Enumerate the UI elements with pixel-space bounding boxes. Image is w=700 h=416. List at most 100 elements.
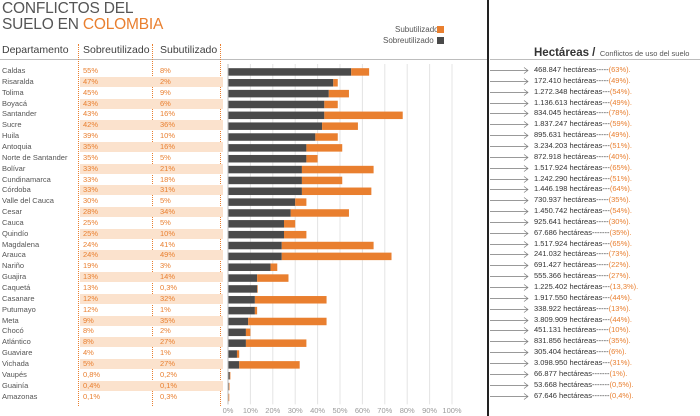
bar-sobreutilizado [228, 252, 282, 261]
bar-sobreutilizado [228, 350, 237, 358]
table-row: Arauca 24% 49% [0, 250, 487, 261]
sub-cell: 16% [160, 109, 176, 119]
sub-cell: 21% [160, 163, 176, 173]
bar-subutilizado [301, 187, 372, 196]
row-band [80, 315, 223, 326]
sobre-cell: 12% [83, 293, 99, 303]
dept-cell: Vichada [2, 358, 29, 368]
bar-subutilizado [245, 339, 307, 347]
hectares-text: 872.918 hectáreas-----(40%). [534, 152, 631, 162]
sub-cell: 1% [160, 348, 171, 358]
legend-sub-label: Subutilizado [395, 25, 439, 34]
conflict-percent: (51%). [609, 173, 632, 183]
table-row: Magdalena 24% 41% [0, 240, 487, 250]
sobre-cell: 35% [83, 141, 99, 151]
conflict-percent: (35%). [609, 227, 632, 237]
dept-cell: Córdoba [2, 185, 31, 195]
bar-sobreutilizado [228, 100, 325, 109]
sub-cell: 3% [160, 261, 171, 271]
legend-sobre-label: Sobreutilizado [383, 36, 434, 45]
conflict-percent: (13%). [608, 303, 631, 313]
hectares-value: 468.847 hectáreas----- [534, 65, 609, 74]
hectares-value: 730.937 hectáreas----- [534, 195, 609, 205]
hectares-text: 1.917.550 hectáreas---(44%). [534, 293, 632, 303]
dept-cell: Boyacá [2, 98, 28, 108]
hectares-value: 895.631 hectáreas----- [534, 130, 609, 140]
title-line2-b: COLOMBIA [82, 16, 164, 33]
dept-cell: Meta [2, 315, 19, 325]
table-row: Caldas 55% 8% [0, 66, 487, 76]
sobre-cell: 13% [83, 283, 99, 292]
conflict-percent: (63%). [608, 65, 631, 74]
bar-subutilizado [229, 371, 231, 380]
dept-cell: Guajira [2, 272, 27, 282]
separator-dots-2 [152, 44, 153, 406]
arrow-icon [490, 381, 529, 389]
dept-cell: Cundinamarca [2, 174, 51, 184]
conflict-percent: (31%). [609, 357, 632, 367]
sobre-cell: 43% [83, 98, 99, 108]
table-row: Nariño 19% 3% [0, 261, 487, 271]
bar-sobreutilizado [228, 263, 271, 271]
arrow-icon [490, 273, 529, 280]
x-tick-label: 40% [310, 406, 325, 415]
dept-cell: Tolima [2, 87, 24, 97]
arrow-icon [490, 338, 529, 346]
arrow-icon [490, 295, 529, 302]
conflict-percent: (54%). [609, 206, 632, 216]
conflict-percent: (30%). [608, 216, 631, 226]
bar-subutilizado [315, 133, 338, 141]
bar-subutilizado [290, 209, 349, 217]
sub-cell: 5% [160, 217, 171, 227]
sub-cell: 10% [160, 228, 176, 238]
table-row: Caquetá 13% 0,3% [0, 283, 487, 293]
hectares-value: 925.641 hectáreas----- [534, 216, 609, 226]
hectares-value: 834.045 hectáreas----- [534, 108, 609, 118]
arrow-icon [490, 186, 529, 194]
arrow-icon [490, 229, 529, 237]
dept-cell: Valle del Cauca [2, 196, 54, 206]
conflict-percent: (54%). [609, 86, 632, 96]
bar-sobreutilizado [228, 361, 240, 369]
conflict-percent: (73%). [608, 249, 631, 259]
dept-cell: Guaviare [2, 348, 33, 358]
sobre-cell: 12% [83, 304, 99, 314]
arrow-icon [490, 349, 529, 356]
bar-subutilizado [284, 230, 307, 239]
hectares-text: 730.937 hectáreas-----(35%). [534, 195, 631, 205]
arrow-icon [490, 392, 529, 400]
hectares-text: 67.646 hectáreas-------(0,4%). [534, 391, 634, 401]
bar-sobreutilizado [228, 339, 246, 347]
sobre-cell: 47% [83, 76, 99, 86]
legend-sub-swatch [437, 26, 444, 33]
arrow-icon [490, 110, 529, 118]
bar-subutilizado [228, 382, 230, 391]
sobre-cell: 33% [83, 185, 99, 195]
bar-sobreutilizado [228, 165, 302, 174]
sobre-cell: 8% [83, 326, 94, 336]
bar-sobreutilizado [228, 328, 246, 337]
table-row: Vaupés 0,8% 0,2% [0, 370, 487, 380]
row-band [80, 250, 223, 261]
sub-cell: 41% [160, 239, 176, 249]
sobre-cell: 0,1% [83, 391, 101, 401]
hectares-value: 1.136.613 hectáreas--- [534, 97, 610, 107]
hectares-value: 1.242.290 hectáreas--- [534, 173, 610, 183]
dept-cell: Sucre [2, 120, 22, 130]
arrow-icon [490, 305, 529, 313]
hectares-text: 691.427 hectáreas-----(22%). [534, 260, 631, 270]
hectares-value: 3.234.203 hectáreas--- [534, 140, 610, 150]
bar-subutilizado [236, 350, 240, 358]
sub-cell: 0,1% [160, 380, 178, 390]
sub-cell: 16% [160, 141, 176, 151]
arrow-icon [490, 132, 529, 139]
hectares-value: 305.404 hectáreas----- [534, 347, 609, 357]
bar-sobreutilizado [228, 111, 325, 120]
hectares-value: 1.450.742 hectáreas--- [534, 206, 610, 216]
row-band [80, 380, 223, 391]
sub-cell: 14% [160, 272, 176, 282]
conflict-percent: (27%). [608, 271, 631, 281]
sobre-cell: 0,4% [83, 380, 101, 390]
hectares-text: 66.877 hectáreas-------(1%). [534, 369, 627, 379]
sub-cell: 10% [160, 131, 176, 141]
